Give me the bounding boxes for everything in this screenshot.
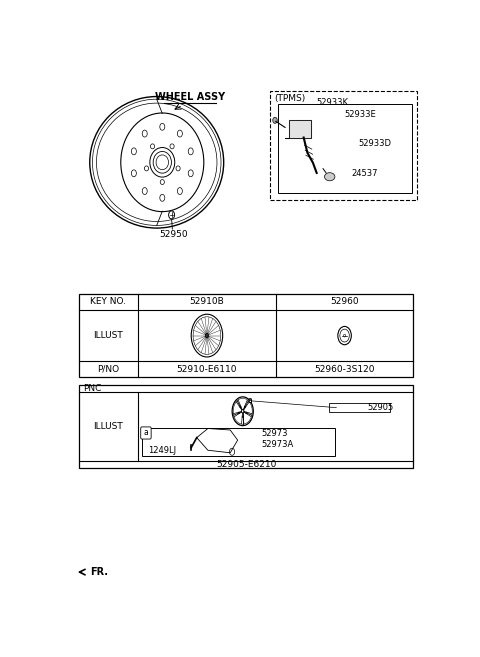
Text: 52910B: 52910B: [190, 298, 224, 306]
Text: 52910-E6110: 52910-E6110: [177, 365, 237, 374]
Text: a: a: [143, 428, 148, 438]
Text: 52933E: 52933E: [345, 110, 376, 120]
Bar: [270, 91, 417, 200]
Text: FR.: FR.: [90, 567, 108, 577]
Circle shape: [168, 211, 175, 219]
FancyBboxPatch shape: [141, 427, 151, 439]
Text: (TPMS): (TPMS): [274, 94, 305, 103]
Polygon shape: [285, 120, 311, 137]
Circle shape: [249, 399, 252, 403]
Text: 1249LJ: 1249LJ: [148, 446, 177, 455]
Text: 52950: 52950: [159, 230, 188, 239]
Circle shape: [240, 406, 241, 407]
Bar: [142, 428, 335, 456]
Text: P/NO: P/NO: [97, 365, 120, 374]
Bar: [329, 403, 390, 412]
Text: 52905-E6210: 52905-E6210: [216, 460, 276, 469]
Text: ILLUST: ILLUST: [94, 331, 123, 340]
Ellipse shape: [324, 173, 335, 181]
Circle shape: [246, 412, 247, 414]
Text: WHEEL ASSY: WHEEL ASSY: [155, 92, 225, 102]
Bar: [79, 294, 413, 377]
Text: a: a: [248, 396, 252, 405]
Text: 52960: 52960: [330, 298, 359, 306]
Text: KEY NO.: KEY NO.: [90, 298, 126, 306]
Text: 52933D: 52933D: [358, 139, 391, 148]
Bar: [79, 385, 413, 468]
Text: ILLUST: ILLUST: [94, 422, 123, 431]
Circle shape: [244, 406, 246, 407]
Text: 52905: 52905: [367, 403, 394, 412]
Circle shape: [242, 416, 243, 417]
Text: PNC: PNC: [83, 384, 101, 393]
Text: 24537: 24537: [351, 169, 378, 177]
Text: 52933K: 52933K: [316, 97, 348, 106]
Circle shape: [273, 118, 277, 124]
Bar: [277, 104, 411, 193]
Text: 52960-3S120: 52960-3S120: [314, 365, 375, 374]
Text: 52973
52973A: 52973 52973A: [261, 429, 294, 449]
Circle shape: [206, 335, 207, 336]
Circle shape: [239, 412, 240, 414]
Circle shape: [229, 448, 235, 455]
